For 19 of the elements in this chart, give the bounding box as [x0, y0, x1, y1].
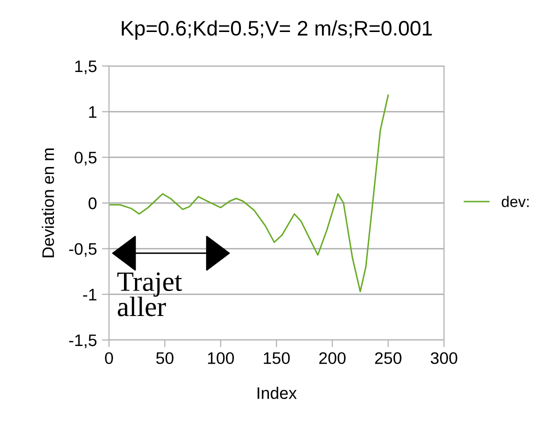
y-axis-title: Deviation en m — [42, 148, 54, 258]
y-tick-label: 1 — [89, 106, 96, 118]
legend-label: dev: — [502, 196, 529, 208]
y-tick-label: -1,5 — [69, 334, 96, 348]
y-tick-label: -1 — [83, 288, 96, 300]
x-tick-label: 300 — [430, 352, 458, 364]
y-tick-label: 0,5 — [74, 152, 96, 166]
annotation: Trajet aller — [117, 272, 182, 316]
x-tick-label: 150 — [264, 352, 290, 364]
y-tick-label: 1,5 — [75, 60, 96, 74]
y-tick-label: -0,5 — [69, 243, 96, 257]
y-tick-label: 0 — [88, 197, 97, 210]
x-tick-label: 50 — [156, 352, 174, 364]
x-tick-label: 250 — [375, 352, 402, 364]
x-tick-label: 0 — [105, 352, 113, 364]
x-tick-label: 200 — [319, 352, 346, 364]
x-axis-title: Index — [258, 386, 297, 400]
chart-title: Kp=0.6;Kd=0.5;V= 2 m/s;R=0.001 — [122, 20, 432, 40]
x-tick-label: 100 — [208, 352, 234, 364]
